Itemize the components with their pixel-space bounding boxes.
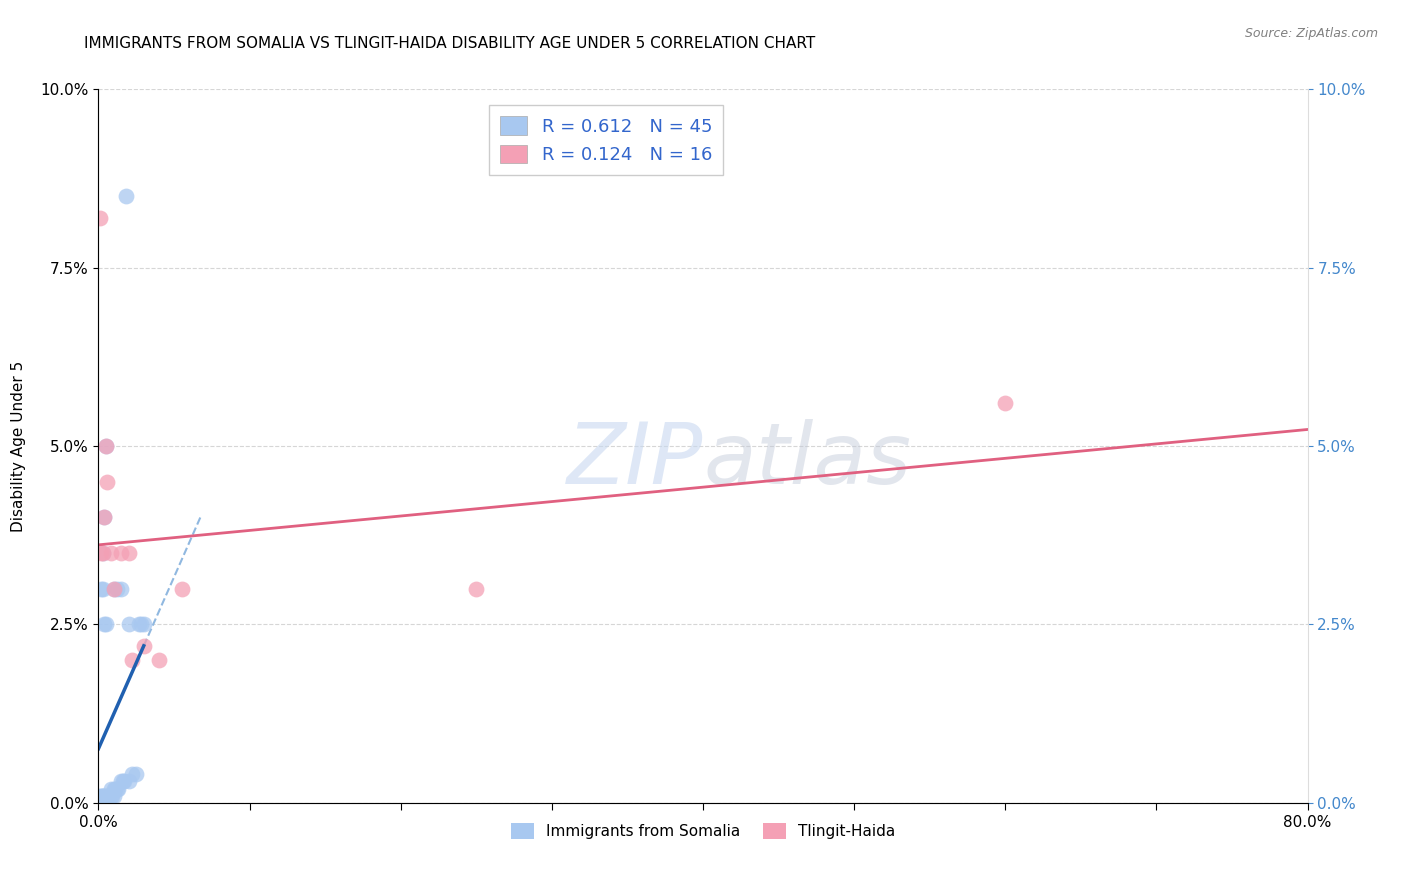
Point <box>132 617 155 632</box>
Point <box>118 617 141 632</box>
Point <box>93 796 115 810</box>
Point <box>89 796 111 810</box>
Point <box>125 767 148 781</box>
Point <box>90 546 112 560</box>
Legend: Immigrants from Somalia, Tlingit-Haida: Immigrants from Somalia, Tlingit-Haida <box>505 817 901 845</box>
Point <box>93 617 115 632</box>
Point <box>118 774 141 789</box>
Point <box>94 439 117 453</box>
Point <box>100 781 122 796</box>
Text: Source: ZipAtlas.com: Source: ZipAtlas.com <box>1244 27 1378 40</box>
Point <box>91 546 114 560</box>
Point <box>129 617 152 632</box>
Point <box>994 396 1017 410</box>
Text: atlas: atlas <box>703 418 911 502</box>
Point <box>110 774 132 789</box>
Point <box>100 789 122 803</box>
Point <box>121 767 143 781</box>
Point <box>89 211 111 225</box>
Point <box>101 789 124 803</box>
Point <box>105 582 128 596</box>
Point <box>170 582 193 596</box>
Point <box>90 789 112 803</box>
Point <box>98 789 121 803</box>
Point <box>91 582 114 596</box>
Point <box>121 653 143 667</box>
Point <box>96 796 118 810</box>
Point <box>103 582 125 596</box>
Point <box>91 789 114 803</box>
Point <box>465 582 488 596</box>
Point <box>128 617 150 632</box>
Point <box>90 796 112 810</box>
Point <box>93 789 115 803</box>
Point <box>100 546 122 560</box>
Point <box>114 189 136 203</box>
Y-axis label: Disability Age Under 5: Disability Age Under 5 <box>11 360 27 532</box>
Point <box>91 546 114 560</box>
Point <box>96 789 118 803</box>
Point <box>103 781 125 796</box>
Point <box>103 582 125 596</box>
Point <box>93 510 115 524</box>
Point <box>105 781 128 796</box>
Point <box>94 617 117 632</box>
Point <box>89 796 111 810</box>
Point <box>91 796 114 810</box>
Point <box>104 781 127 796</box>
Point <box>148 653 170 667</box>
Point <box>90 582 112 596</box>
Point <box>132 639 155 653</box>
Point <box>91 789 114 803</box>
Point <box>90 796 112 810</box>
Point <box>103 789 125 803</box>
Point <box>96 475 118 489</box>
Point <box>94 789 117 803</box>
Point <box>110 582 132 596</box>
Text: ZIP: ZIP <box>567 418 703 502</box>
Point <box>107 781 129 796</box>
Point <box>93 510 115 524</box>
Point <box>94 439 117 453</box>
Point <box>118 546 141 560</box>
Point <box>110 546 132 560</box>
Point <box>94 796 117 810</box>
Text: IMMIGRANTS FROM SOMALIA VS TLINGIT-HAIDA DISABILITY AGE UNDER 5 CORRELATION CHAR: IMMIGRANTS FROM SOMALIA VS TLINGIT-HAIDA… <box>84 36 815 51</box>
Point <box>112 774 135 789</box>
Point <box>111 774 134 789</box>
Point <box>89 789 111 803</box>
